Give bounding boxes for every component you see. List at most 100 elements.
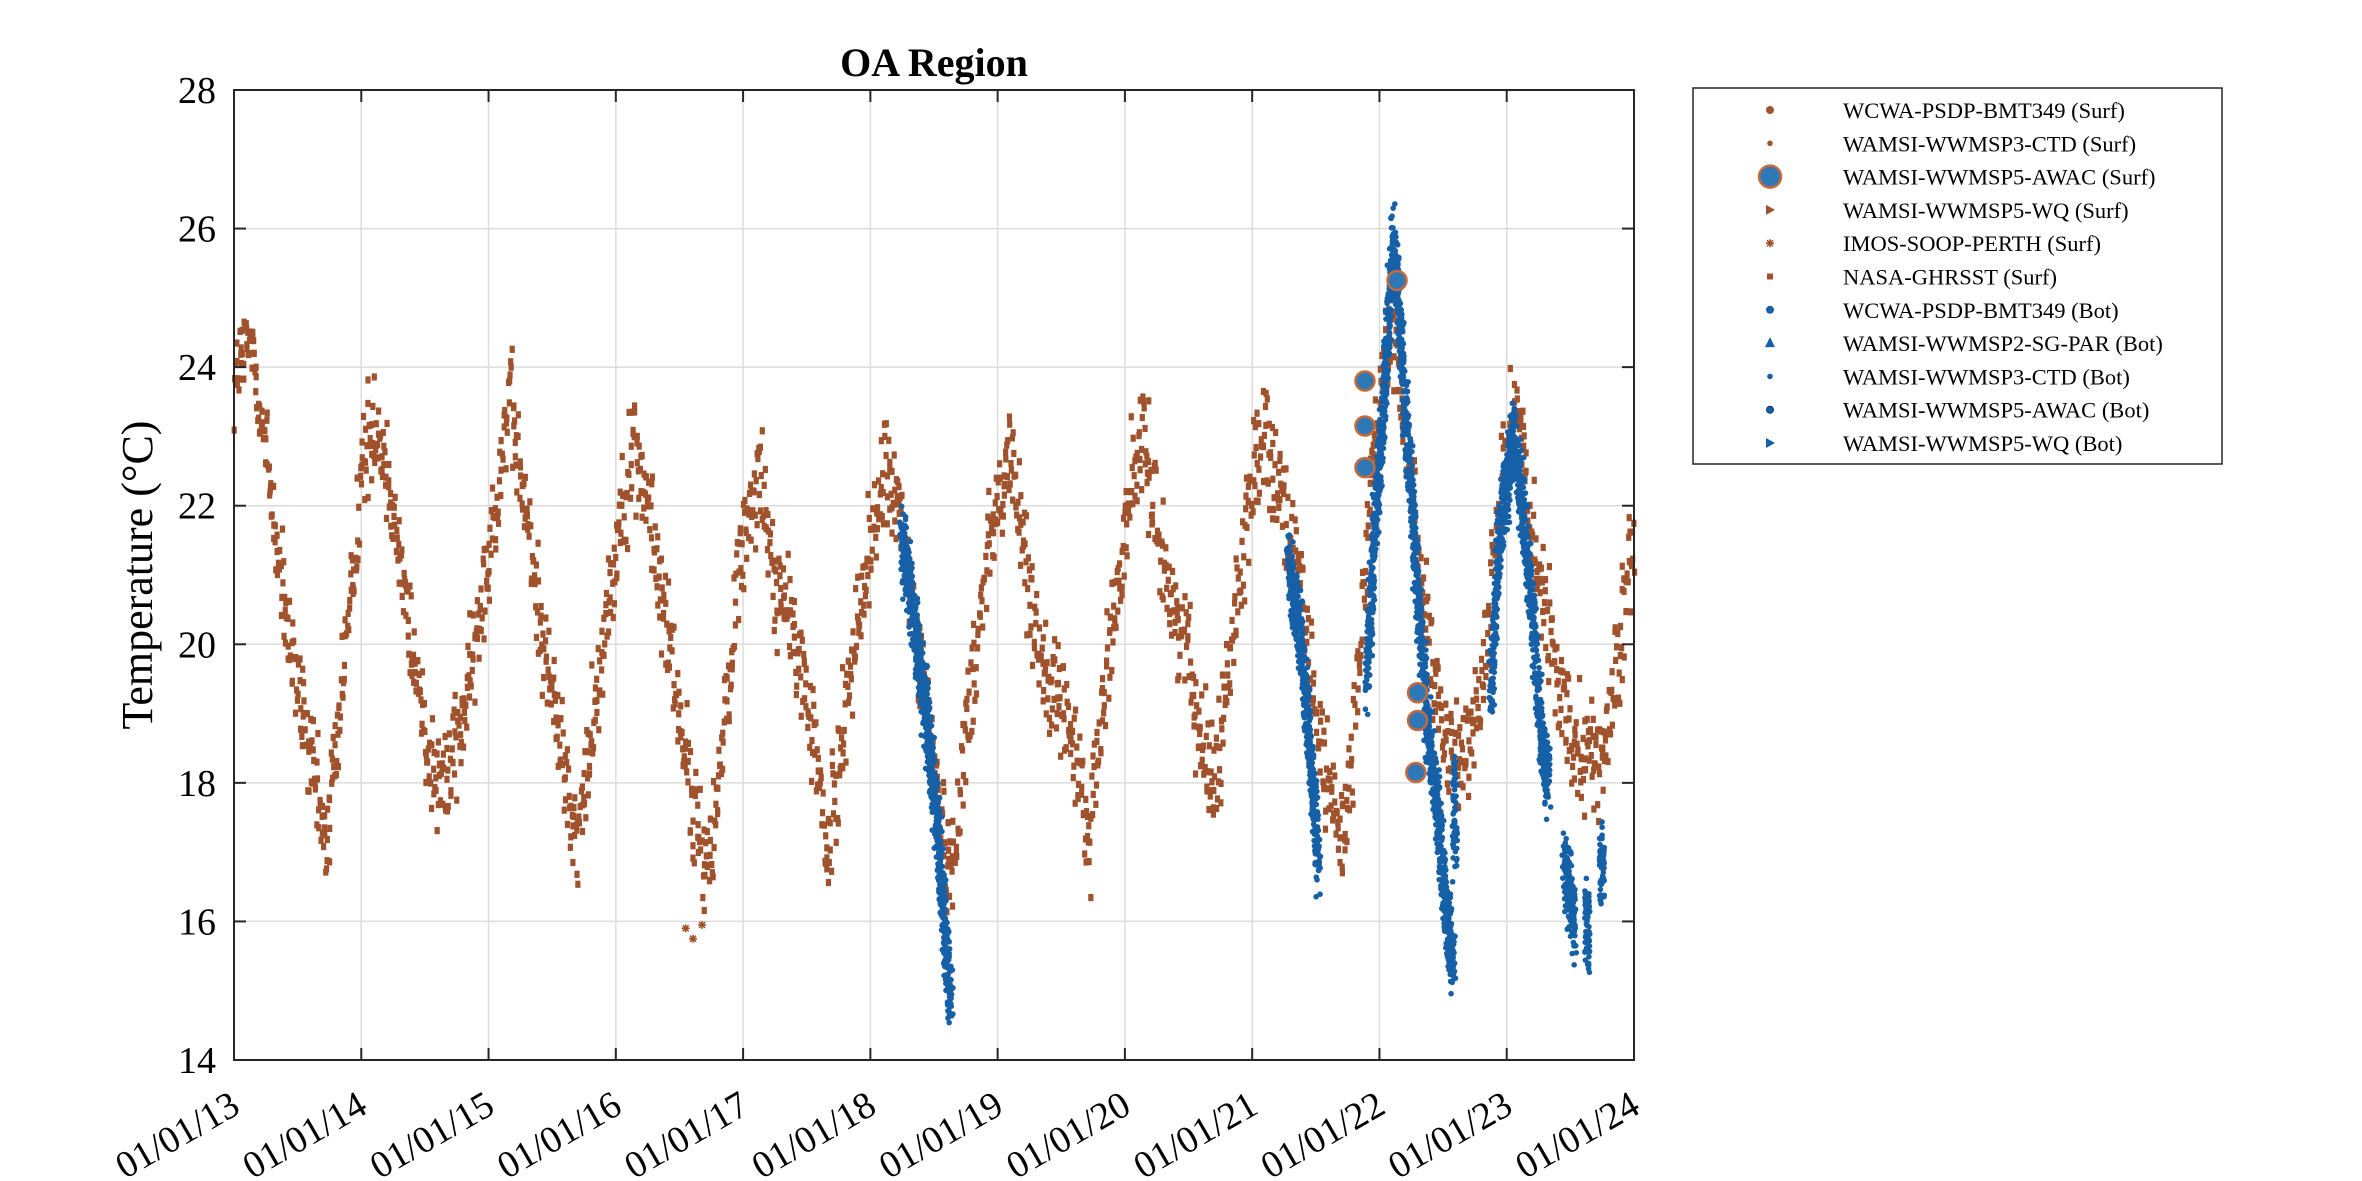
ghrsst-point <box>264 416 270 424</box>
ghrsst-point <box>1018 492 1024 500</box>
ghrsst-point <box>340 693 346 701</box>
ghrsst-point <box>1064 698 1070 706</box>
ghrsst-point <box>627 494 634 502</box>
ghrsst-point <box>241 360 247 369</box>
ghrsst-point <box>791 597 798 606</box>
ghrsst-point <box>1465 709 1471 717</box>
ghrsst-point <box>1613 643 1620 651</box>
bmt349-bot-point <box>925 729 932 736</box>
ghrsst-point <box>498 491 504 500</box>
ghrsst-point <box>528 522 534 530</box>
ghrsst-point <box>1090 752 1096 760</box>
bmt349-bot-point <box>1380 425 1387 431</box>
ghrsst-point <box>1431 700 1437 708</box>
ghrsst-point <box>1143 448 1149 456</box>
bmt349-bot-point <box>1400 381 1407 387</box>
ghrsst-point <box>1363 529 1369 538</box>
ghrsst-point <box>568 833 574 841</box>
ghrsst-point <box>1626 514 1632 522</box>
ghrsst-point <box>796 645 802 654</box>
ghrsst-point <box>555 721 561 729</box>
bmt349-bot-point <box>928 722 935 729</box>
bmt349-bot-point <box>1370 606 1377 613</box>
ghrsst-point <box>1308 618 1315 626</box>
bmt349-bot-point <box>1403 399 1410 406</box>
bmt349-bot-point <box>1372 552 1378 559</box>
ghrsst-point <box>1260 387 1267 396</box>
bmt349-bot-point <box>1415 544 1422 551</box>
ghrsst-point <box>1063 744 1069 752</box>
ghrsst-point <box>300 665 306 673</box>
ghrsst-point <box>1314 709 1320 717</box>
ghrsst-point <box>564 746 570 754</box>
ghrsst-point <box>879 513 885 521</box>
ghrsst-point <box>560 729 566 737</box>
ghrsst-point <box>1126 500 1132 509</box>
ghrsst-point <box>1060 663 1067 671</box>
ghrsst-point <box>502 406 508 415</box>
bmt349-bot-point <box>1433 759 1440 766</box>
ghrsst-point <box>649 480 655 488</box>
ghrsst-point <box>1602 730 1608 738</box>
ghrsst-point <box>363 466 369 474</box>
ghrsst-point <box>1468 708 1474 716</box>
ghrsst-point <box>488 550 494 558</box>
ghrsst-point <box>355 555 361 564</box>
ghrsst-point <box>1425 593 1431 601</box>
ghrsst-point <box>852 653 859 661</box>
bmt349-bot-point <box>1422 664 1429 670</box>
ghrsst-point <box>474 634 481 642</box>
ghrsst-point <box>1322 825 1329 833</box>
ghrsst-point <box>1443 700 1449 708</box>
ghrsst-point <box>812 750 818 758</box>
ghrsst-point <box>264 409 270 417</box>
bmt349-bot-point <box>1378 461 1385 467</box>
ghrsst-point <box>365 376 371 384</box>
ghrsst-point <box>671 681 677 689</box>
ghrsst-point <box>398 551 405 559</box>
ghrsst-point <box>489 535 496 543</box>
ghrsst-point <box>470 655 476 663</box>
ghrsst-point <box>689 785 695 793</box>
ghrsst-point <box>871 525 877 533</box>
ghrsst-point <box>354 474 360 482</box>
ghrsst-point <box>1609 721 1615 729</box>
ghrsst-point <box>584 774 591 782</box>
ghrsst-point <box>884 472 891 480</box>
ghrsst-point <box>1007 420 1013 428</box>
ghrsst-point <box>1342 830 1348 839</box>
ghrsst-point <box>628 461 634 469</box>
ghrsst-point <box>283 599 289 607</box>
ghrsst-point <box>1321 739 1328 747</box>
ghrsst-point <box>808 714 814 722</box>
ghrsst-point <box>780 565 787 573</box>
ghrsst-point <box>863 586 869 594</box>
ghrsst-point <box>607 594 613 602</box>
bmt349-bot-point <box>939 863 946 870</box>
ghrsst-point <box>1123 487 1129 496</box>
ghrsst-point <box>1183 609 1189 617</box>
ghrsst-point <box>1217 743 1223 752</box>
ghrsst-point <box>1235 574 1241 582</box>
ghrsst-point <box>428 804 435 813</box>
ghrsst-point <box>1007 480 1013 488</box>
ghrsst-point <box>1093 781 1100 789</box>
ghrsst-point <box>601 651 607 659</box>
ghrsst-point <box>1275 490 1281 498</box>
ghrsst-point <box>1197 729 1203 738</box>
ghrsst-point <box>1142 424 1148 433</box>
ghrsst-point <box>689 790 695 798</box>
ghrsst-point <box>628 442 634 450</box>
ghrsst-point <box>1160 541 1166 549</box>
ghrsst-point <box>467 677 473 685</box>
ghrsst-point <box>1128 413 1134 421</box>
bmt349-bot-point <box>900 528 907 535</box>
ghrsst-point <box>1116 577 1122 585</box>
ghrsst-point <box>1397 404 1403 412</box>
ghrsst-point <box>793 690 799 699</box>
ghrsst-point <box>1391 353 1397 361</box>
ghrsst-point <box>988 516 994 524</box>
bmt349-bot-point <box>1307 736 1313 743</box>
ghrsst-point <box>615 523 622 531</box>
bmt349-bot-point <box>909 582 915 588</box>
